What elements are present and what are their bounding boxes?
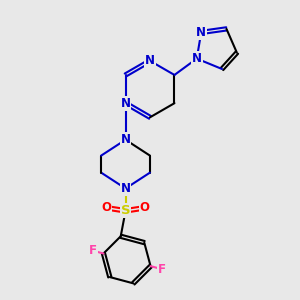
- Text: N: N: [121, 97, 130, 110]
- Text: O: O: [101, 201, 111, 214]
- Text: F: F: [88, 244, 97, 257]
- Text: N: N: [192, 52, 202, 65]
- Text: S: S: [121, 204, 130, 217]
- Text: N: N: [145, 54, 155, 67]
- Text: N: N: [121, 182, 130, 195]
- Text: F: F: [158, 262, 166, 276]
- Text: O: O: [140, 201, 150, 214]
- Text: N: N: [121, 133, 130, 146]
- Text: N: N: [196, 26, 206, 39]
